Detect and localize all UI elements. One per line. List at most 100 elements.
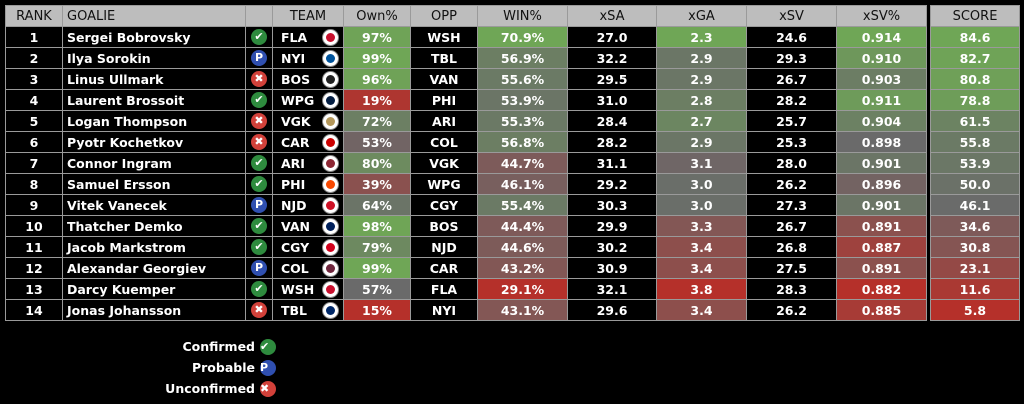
table-row[interactable]: 8 Samuel Ersson ✔ PHI 39% WPG 46.1% 29.2 3.0 26.2… [5, 173, 927, 195]
status-cell: P [245, 257, 273, 279]
xga-cell: 2.8 [656, 89, 747, 111]
confirmed-status-icon: ✔ [251, 29, 267, 46]
score-cell: 61.5 [930, 110, 1020, 132]
team-abbr: TBL [281, 302, 308, 318]
status-cell: P [245, 47, 273, 69]
rank-cell: 1 [5, 26, 63, 48]
table-row[interactable]: 5 Logan Thompson ✖ VGK 72% ARI 55.3% 28.4 2.7 25.… [5, 110, 927, 132]
xsv-cell: 24.6 [746, 26, 837, 48]
xga-cell: 3.8 [656, 278, 747, 300]
team-cell: WPG [272, 89, 344, 111]
team-logo-icon [322, 70, 339, 88]
table-row[interactable]: 12 Alexandar Georgiev P COL 99% CAR 43.2% 30.9 3… [5, 257, 927, 279]
legend-label: Probable [191, 360, 255, 375]
xga-cell: 3.4 [656, 236, 747, 258]
table-row[interactable]: 13 Darcy Kuemper ✔ WSH 57% FLA 29.1% 32.1 3.8 28.… [5, 278, 927, 300]
team-cell: BOS [272, 68, 344, 90]
goalie-name: Linus Ullmark [62, 68, 246, 90]
rank-cell: 10 [5, 215, 63, 237]
rank-cell: 14 [5, 299, 63, 321]
xsv-cell: 28.3 [746, 278, 837, 300]
header-xsvp: xSV% [836, 5, 927, 27]
score-cell: 80.8 [930, 68, 1020, 90]
probable-status-icon: P [251, 260, 267, 277]
status-cell: ✔ [245, 278, 273, 300]
xsv-cell: 26.2 [746, 299, 837, 321]
team-logo-icon [322, 196, 339, 214]
score-row: 30.8 [930, 236, 1020, 258]
header-status [245, 5, 273, 27]
goalie-name: Darcy Kuemper [62, 278, 246, 300]
opp-cell: ARI [410, 110, 478, 132]
goalie-name: Laurent Brossoit [62, 89, 246, 111]
xsa-cell: 27.0 [567, 26, 657, 48]
table-row[interactable]: 3 Linus Ullmark ✖ BOS 96% VAN 55.6% 29.5 2.9 26.7… [5, 68, 927, 90]
win-cell: 55.3% [477, 110, 568, 132]
header-rank: RANK [5, 5, 63, 27]
xga-cell: 3.0 [656, 173, 747, 195]
table-row[interactable]: 1 Sergei Bobrovsky ✔ FLA 97% WSH 70.9% 27.0 2.3 2… [5, 26, 927, 48]
xsa-cell: 29.6 [567, 299, 657, 321]
status-cell: ✔ [245, 26, 273, 48]
opp-cell: VAN [410, 68, 478, 90]
xsa-cell: 32.1 [567, 278, 657, 300]
table-row[interactable]: 14 Jonas Johansson ✖ TBL 15% NYI 43.1% 29.6 3.4 2… [5, 299, 927, 321]
xsvp-cell: 0.891 [836, 257, 927, 279]
table-row[interactable]: 10 Thatcher Demko ✔ VAN 98% BOS 44.4% 29.9 3.3 26… [5, 215, 927, 237]
score-cell: 84.6 [930, 26, 1020, 48]
xga-cell: 2.9 [656, 131, 747, 153]
header-row: RANK GOALIE TEAM Own% OPP WIN% xSA xGA x… [5, 5, 927, 27]
unconfirmed-status-icon: ✖ [260, 380, 276, 397]
xsvp-cell: 0.882 [836, 278, 927, 300]
unconfirmed-status-icon: ✖ [251, 71, 267, 88]
win-cell: 56.8% [477, 131, 568, 153]
rank-cell: 4 [5, 89, 63, 111]
xsvp-cell: 0.903 [836, 68, 927, 90]
rank-cell: 2 [5, 47, 63, 69]
table-row[interactable]: 11 Jacob Markstrom ✔ CGY 79% NJD 44.6% 30.2 3.4 2… [5, 236, 927, 258]
table-row[interactable]: 2 Ilya Sorokin P NYI 99% TBL 56.9% 32.2 2.9 29.3 0… [5, 47, 927, 69]
goalie-name: Ilya Sorokin [62, 47, 246, 69]
table-row[interactable]: 9 Vitek Vanecek P NJD 64% CGY 55.4% 30.3 3.0 27.3… [5, 194, 927, 216]
unconfirmed-status-icon: ✖ [251, 113, 267, 130]
score-cell: 82.7 [930, 47, 1020, 69]
team-cell: NYI [272, 47, 344, 69]
xsv-cell: 25.3 [746, 131, 837, 153]
own-cell: 99% [343, 257, 411, 279]
opp-cell: BOS [410, 215, 478, 237]
status-cell: ✖ [245, 110, 273, 132]
win-cell: 29.1% [477, 278, 568, 300]
goalie-name: Jonas Johansson [62, 299, 246, 321]
team-logo-icon [322, 49, 339, 67]
confirmed-status-icon: ✔ [251, 239, 267, 256]
header-xsv: xSV [746, 5, 837, 27]
xsvp-cell: 0.896 [836, 173, 927, 195]
table-row[interactable]: 6 Pyotr Kochetkov ✖ CAR 53% COL 56.8% 28.2 2.9 25… [5, 131, 927, 153]
table-row[interactable]: 4 Laurent Brossoit ✔ WPG 19% PHI 53.9% 31.0 2.8 2… [5, 89, 927, 111]
xga-cell: 3.4 [656, 299, 747, 321]
confirmed-status-icon: ✔ [251, 281, 267, 298]
team-logo-icon [322, 238, 339, 256]
team-abbr: FLA [281, 29, 308, 45]
xsa-cell: 30.3 [567, 194, 657, 216]
header-xga: xGA [656, 5, 747, 27]
team-logo-icon [322, 217, 339, 235]
score-row: 11.6 [930, 278, 1020, 300]
goalie-name: Jacob Markstrom [62, 236, 246, 258]
team-abbr: CGY [281, 239, 310, 255]
xsa-cell: 29.5 [567, 68, 657, 90]
table-row[interactable]: 7 Connor Ingram ✔ ARI 80% VGK 44.7% 31.1 3.1 28.0… [5, 152, 927, 174]
header-xsa: xSA [567, 5, 657, 27]
xga-cell: 3.4 [656, 257, 747, 279]
xsv-cell: 27.5 [746, 257, 837, 279]
team-logo-icon [322, 301, 339, 319]
status-cell: ✔ [245, 173, 273, 195]
score-cell: 50.0 [930, 173, 1020, 195]
xsvp-cell: 0.887 [836, 236, 927, 258]
status-cell: ✔ [245, 215, 273, 237]
xsv-cell: 26.2 [746, 173, 837, 195]
header-win: WIN% [477, 5, 568, 27]
team-logo-icon [322, 259, 339, 277]
xsv-cell: 25.7 [746, 110, 837, 132]
own-cell: 53% [343, 131, 411, 153]
